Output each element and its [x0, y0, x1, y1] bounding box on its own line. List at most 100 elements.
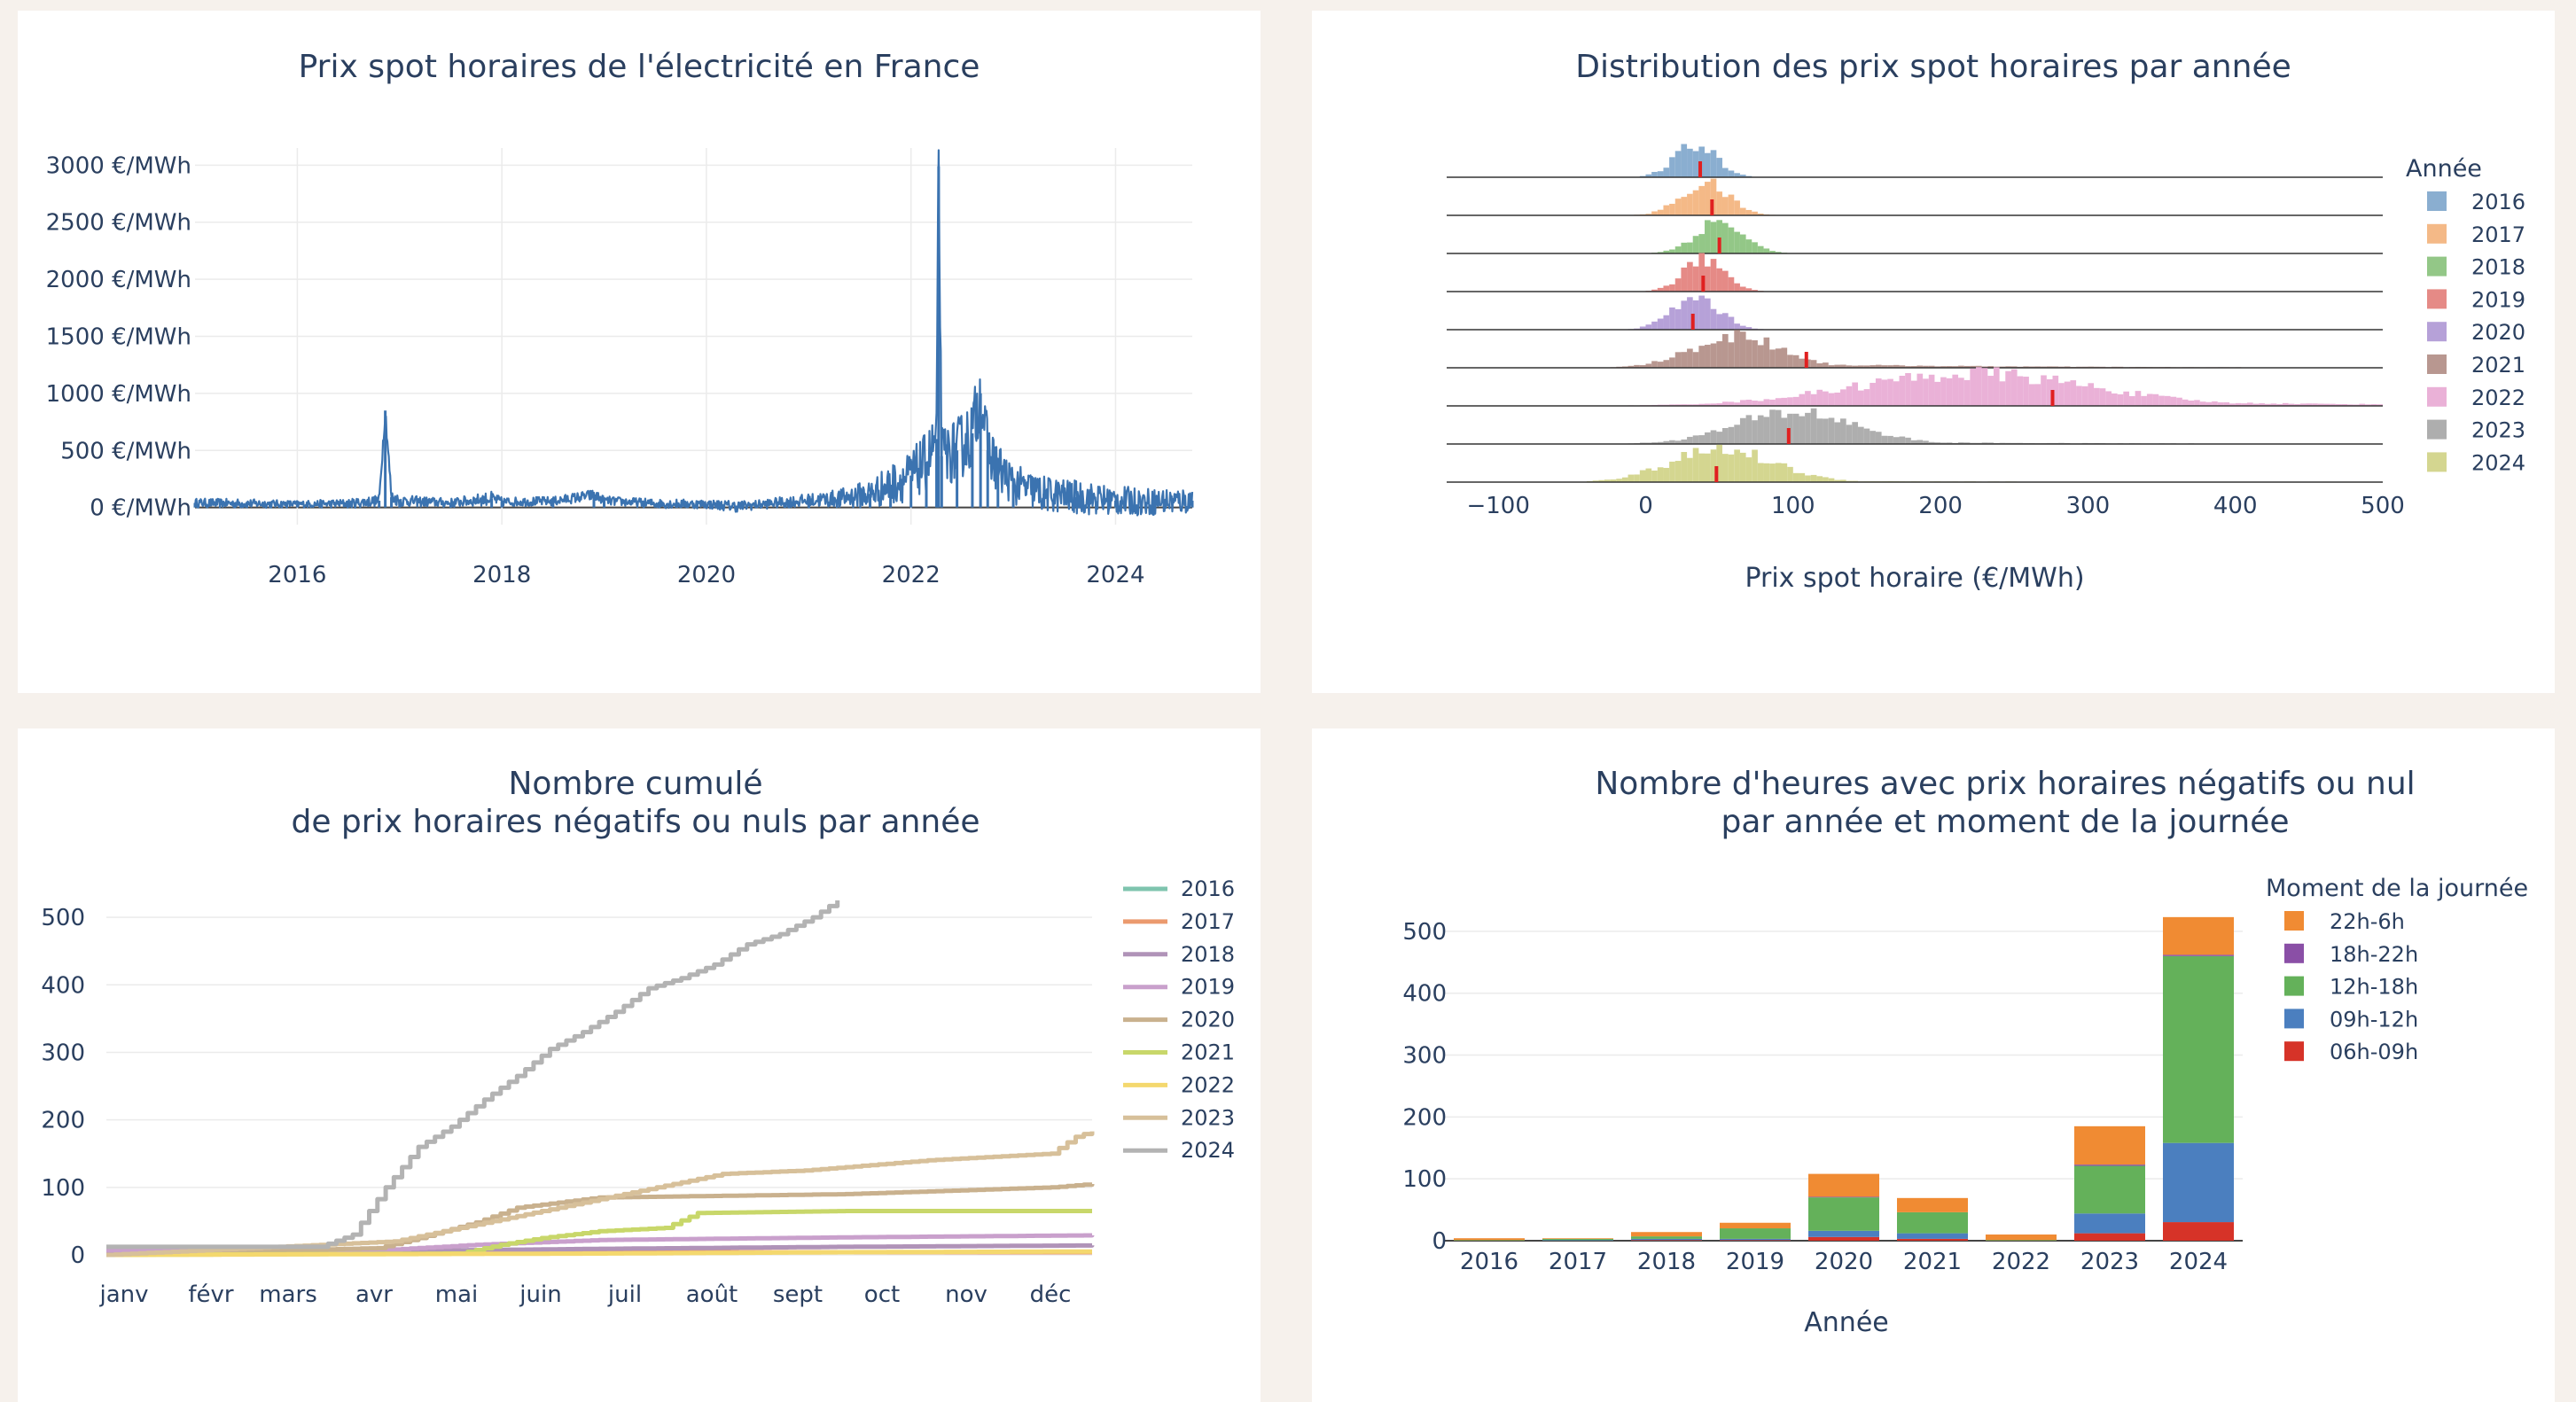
histogram-bar — [2010, 366, 2018, 368]
histogram-bar — [1805, 412, 1811, 444]
histogram-bar — [2212, 401, 2218, 406]
bar-06h-09h-2023 — [2074, 1233, 2145, 1241]
histogram-bar — [1716, 158, 1722, 177]
histogram-bar — [1734, 449, 1740, 482]
histogram-bar — [1769, 399, 1776, 406]
x-tick-label: 2024 — [2169, 1249, 2228, 1275]
histogram-bar — [1823, 477, 1829, 482]
bar-22h-6h-2017 — [1542, 1238, 1613, 1239]
histogram-bar — [1739, 452, 1746, 482]
series-line-2024 — [106, 900, 840, 1250]
x-axis-label: Prix spot horaire (€/MWh) — [1745, 563, 2084, 594]
histogram-bar — [1810, 408, 1817, 444]
histogram-bar — [2123, 391, 2129, 406]
histogram-bar — [1857, 390, 1864, 406]
histogram-bar — [1663, 360, 1670, 368]
histogram-bar — [1716, 191, 1722, 215]
histogram-bar — [1810, 474, 1817, 482]
y-tick-label: 500 — [1402, 919, 1447, 946]
histogram-bar — [1775, 409, 1782, 444]
histogram-bar — [1739, 207, 1746, 215]
histogram-bar — [1651, 211, 1658, 215]
histogram-bar — [1875, 378, 1882, 406]
histogram-bar — [1781, 397, 1788, 406]
histogram-bar — [1674, 199, 1682, 215]
histogram-bar — [1899, 376, 1906, 406]
histogram-bar — [1870, 431, 1876, 444]
histogram-bar — [1958, 442, 1964, 444]
legend-swatch — [2427, 191, 2447, 211]
series-line-2022 — [106, 1249, 1092, 1258]
histogram-bar — [1981, 368, 1988, 406]
y-tick-label: 0 €/MWh — [90, 495, 191, 522]
legend-label: 2021 — [2471, 353, 2525, 378]
x-tick-label: 2020 — [1815, 1249, 1873, 1275]
histogram-bar — [1687, 297, 1693, 330]
histogram-bar — [1752, 420, 1758, 444]
histogram-bar — [1628, 474, 1635, 482]
panel-cumulative-negative: Nombre cumulé de prix horaires négatifs o… — [18, 728, 1261, 1402]
histogram-bar — [1952, 366, 1959, 368]
histogram-bar — [1757, 463, 1764, 482]
histogram-bar — [1687, 261, 1693, 292]
x-tick-label: 2024 — [1086, 562, 1144, 588]
histogram-bar — [1721, 454, 1729, 482]
histogram-bar — [1769, 251, 1776, 253]
histogram-bar — [1823, 418, 1829, 444]
legend-swatch — [2427, 322, 2447, 342]
panel-price-distribution: Distribution des prix spot horaires par … — [1312, 11, 2555, 693]
x-tick-label: 2016 — [1460, 1249, 1518, 1275]
legend-swatch — [2427, 354, 2447, 374]
histogram-bar — [1645, 174, 1652, 177]
histogram-bar — [1810, 393, 1817, 406]
histogram-bar — [1757, 345, 1764, 368]
histogram-bar — [1716, 403, 1722, 406]
histogram-bar — [1710, 308, 1717, 330]
histogram-bar — [1669, 357, 1675, 368]
bar-18h-22h-2024 — [2163, 954, 2234, 956]
histogram-bar — [1728, 401, 1735, 406]
ridge-2017 — [1634, 178, 1776, 215]
histogram-bar — [1645, 324, 1652, 330]
histogram-bar — [1616, 479, 1622, 482]
histogram-bar — [1893, 364, 1900, 368]
histogram-bar — [1739, 234, 1746, 253]
histogram-bar — [2034, 366, 2041, 368]
histogram-bar — [1863, 428, 1870, 444]
histogram-bar — [1681, 352, 1688, 368]
histogram-bar — [2370, 404, 2377, 406]
histogram-bar — [1710, 449, 1717, 482]
histogram-bar — [1716, 341, 1722, 368]
histogram-bar — [1692, 236, 1699, 253]
histogram-bar — [1981, 366, 1988, 368]
histogram-bar — [1705, 432, 1711, 444]
legend-swatch — [2427, 386, 2447, 407]
y-tick-label: 400 — [41, 972, 85, 999]
histogram-bar — [1852, 365, 1858, 368]
histogram-bar — [1721, 197, 1729, 215]
histogram-bar — [1739, 331, 1746, 368]
histogram-bar — [1792, 354, 1799, 368]
y-tick-label: 500 €/MWh — [60, 438, 191, 464]
histogram-bar — [1905, 366, 1911, 368]
ridge-2020 — [1628, 295, 1764, 330]
histogram-bar — [1846, 365, 1853, 368]
histogram-bar — [1698, 346, 1706, 368]
bar-06h-09h-2019 — [1720, 1240, 1791, 1241]
legend-label: 2017 — [1181, 909, 1235, 934]
histogram-bar — [1799, 472, 1806, 482]
legend-swatch — [2284, 911, 2304, 931]
histogram-bar — [1828, 393, 1835, 406]
histogram-bar — [1663, 315, 1670, 330]
histogram-bar — [1692, 266, 1699, 292]
histogram-bar — [1952, 374, 1959, 406]
histogram-bar — [1692, 448, 1699, 482]
bar-09h-12h-2021 — [1897, 1233, 1968, 1239]
histogram-bar — [1946, 378, 1953, 406]
histogram-bar — [1823, 391, 1829, 406]
histogram-bar — [1775, 348, 1782, 368]
histogram-bar — [1692, 190, 1699, 215]
histogram-bar — [2282, 402, 2289, 406]
histogram-bar — [1958, 365, 1964, 368]
histogram-bar — [1705, 266, 1711, 292]
